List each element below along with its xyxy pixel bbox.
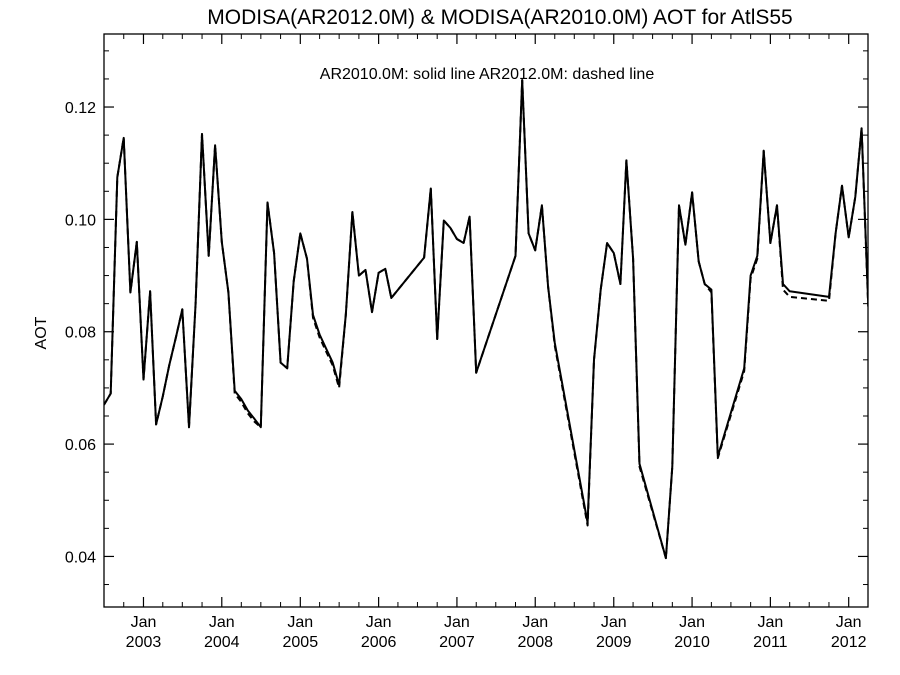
x-tick-year-3: 2006 bbox=[361, 634, 397, 651]
x-tick-month-9: Jan bbox=[836, 614, 862, 631]
x-tick-year-4: 2007 bbox=[439, 634, 475, 651]
y-tick-label-4: 0.12 bbox=[65, 100, 96, 117]
x-tick-month-7: Jan bbox=[679, 614, 705, 631]
chart-subtitle: AR2010.0M: solid line AR2012.0M: dashed … bbox=[320, 66, 655, 83]
x-tick-year-1: 2004 bbox=[204, 634, 240, 651]
series-lines bbox=[104, 79, 868, 560]
x-tick-year-7: 2010 bbox=[674, 634, 710, 651]
plot-frame bbox=[103, 33, 869, 608]
y-tick-label-0: 0.04 bbox=[65, 549, 96, 566]
x-tick-year-5: 2008 bbox=[517, 634, 553, 651]
x-tick-month-0: Jan bbox=[131, 614, 157, 631]
x-tick-month-2: Jan bbox=[287, 614, 313, 631]
x-tick-year-6: 2009 bbox=[596, 634, 632, 651]
axis-ticks: 0.04 0.06 0.08 0.10 0.12 Jan 2003 Jan 2004 Jan 200… bbox=[65, 34, 868, 651]
x-tick-month-1: Jan bbox=[209, 614, 235, 631]
x-tick-month-5: Jan bbox=[522, 614, 548, 631]
series-line-dashed bbox=[104, 79, 868, 560]
series-line-solid bbox=[104, 79, 868, 560]
x-tick-month-6: Jan bbox=[601, 614, 627, 631]
chart-title: MODISA(AR2012.0M) & MODISA(AR2010.0M) AO… bbox=[207, 6, 792, 29]
x-tick-month-3: Jan bbox=[366, 614, 392, 631]
y-tick-label-2: 0.08 bbox=[65, 325, 96, 342]
x-tick-year-9: 2012 bbox=[831, 634, 867, 651]
y-axis-label: AOT bbox=[33, 316, 50, 349]
x-tick-month-8: Jan bbox=[757, 614, 783, 631]
x-tick-year-2: 2005 bbox=[283, 634, 319, 651]
y-tick-label-3: 0.10 bbox=[65, 212, 96, 229]
x-tick-month-4: Jan bbox=[444, 614, 470, 631]
x-tick-year-0: 2003 bbox=[126, 634, 162, 651]
y-tick-label-1: 0.06 bbox=[65, 437, 96, 454]
x-tick-year-8: 2011 bbox=[753, 634, 788, 651]
